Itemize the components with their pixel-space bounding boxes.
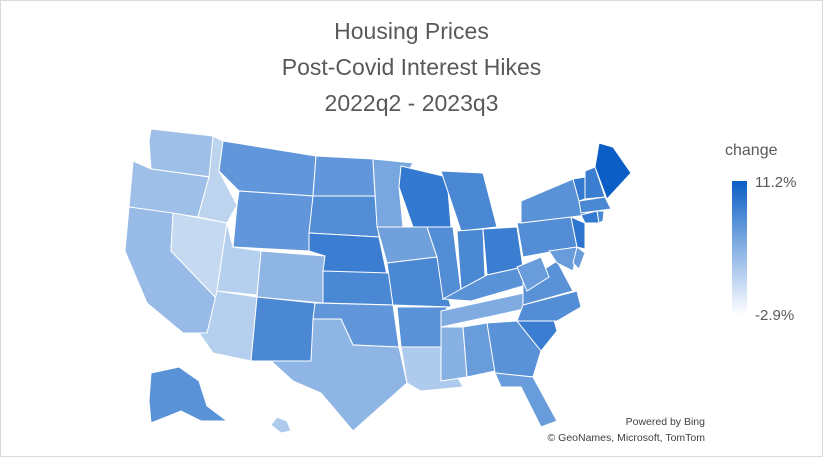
state-nm[interactable]: NM bbox=[250, 296, 316, 362]
legend-min-label: -2.9% bbox=[755, 307, 795, 324]
map-attribution: © GeoNames, Microsoft, TomTom bbox=[547, 432, 706, 444]
state-ak[interactable]: AK bbox=[148, 366, 229, 424]
state-mi[interactable]: MI bbox=[440, 170, 498, 232]
chart-title-line-3: 2022q2 - 2023q3 bbox=[324, 90, 499, 116]
state-wv[interactable]: WV bbox=[516, 256, 550, 292]
state-ks[interactable]: KS bbox=[322, 270, 394, 306]
state-tx[interactable]: TX bbox=[269, 318, 408, 432]
state-ms[interactable]: MS bbox=[440, 326, 468, 382]
state-ny[interactable]: NY bbox=[520, 178, 588, 224]
powered-by-bing: Powered by Bing bbox=[625, 416, 705, 428]
state-de[interactable]: DE bbox=[572, 246, 586, 270]
state-ga[interactable]: GA bbox=[486, 320, 542, 378]
legend-max-label: 11.2% bbox=[755, 174, 797, 191]
state-mo[interactable]: MO bbox=[386, 256, 452, 308]
state-nd[interactable]: ND bbox=[312, 155, 376, 197]
chart-title-line-1: Housing Prices bbox=[334, 18, 489, 44]
state-nc[interactable]: NC bbox=[516, 290, 582, 322]
state-ri[interactable]: RI bbox=[596, 210, 605, 224]
state-sd[interactable]: SD bbox=[308, 195, 380, 238]
state-nj[interactable]: NJ bbox=[570, 216, 586, 250]
state-ar[interactable]: AR bbox=[396, 306, 448, 348]
state-nh[interactable]: NH bbox=[584, 166, 606, 200]
legend-gradient-bar bbox=[732, 181, 747, 315]
state-wy[interactable]: WY bbox=[232, 190, 314, 252]
state-co[interactable]: CO bbox=[256, 250, 326, 304]
state-fl[interactable]: FL bbox=[494, 372, 558, 428]
chart-title-line-2: Post-Covid Interest Hikes bbox=[281, 54, 542, 80]
state-me[interactable]: ME bbox=[594, 142, 632, 200]
legend-title: change bbox=[725, 142, 778, 159]
state-mt[interactable]: MT bbox=[218, 140, 317, 197]
state-hi[interactable]: HI bbox=[270, 416, 292, 434]
state-md[interactable]: MD bbox=[548, 246, 578, 272]
